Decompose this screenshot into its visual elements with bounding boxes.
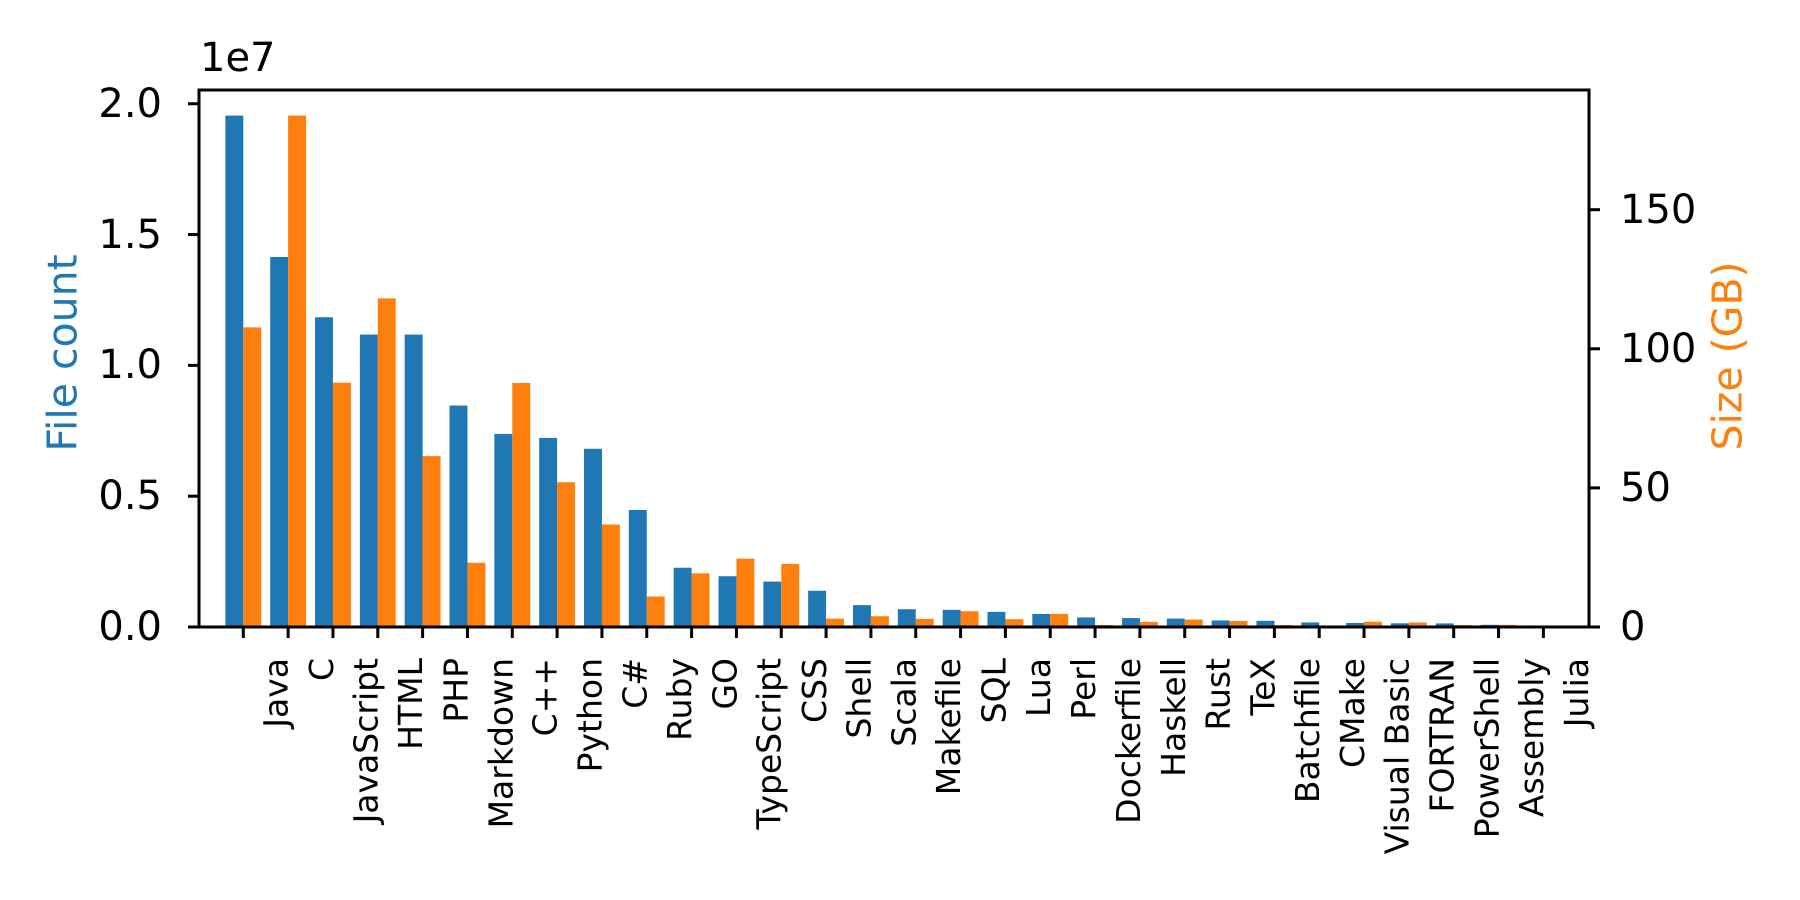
file-count-bar — [718, 576, 737, 627]
right-axis-title: Size (GB) — [1703, 261, 1752, 451]
size-bar — [870, 616, 889, 627]
file-count-bar — [270, 256, 289, 627]
x-axis-tick-label: Haskell — [1153, 658, 1193, 777]
file-count-bar — [315, 317, 333, 627]
file-count-bar — [628, 509, 647, 627]
size-bar — [781, 563, 800, 627]
x-axis-tick-label: PowerShell — [1467, 658, 1507, 839]
size-bar — [915, 618, 934, 627]
right-axis-tick-label: 100 — [1620, 325, 1697, 372]
file-count-bar — [852, 605, 871, 627]
x-axis-tick-label: C# — [615, 658, 655, 709]
x-axis-tick-label: JavaScript — [346, 658, 386, 824]
x-axis-tick-label: TypeScript — [749, 658, 789, 830]
x-axis-tick-label: FORTRAN — [1422, 658, 1462, 813]
size-bar — [691, 573, 710, 627]
right-axis-tick-label: 150 — [1620, 186, 1697, 233]
size-bar — [1005, 619, 1024, 627]
size-bar — [601, 524, 620, 627]
file-count-bar — [404, 334, 423, 627]
file-count-bar — [584, 448, 602, 627]
x-axis-tick-label: C++ — [525, 658, 565, 737]
x-axis-tick-label: Lua — [1018, 658, 1058, 717]
size-bar — [826, 618, 845, 627]
file-count-bar — [1121, 618, 1140, 627]
file-count-bar — [1256, 620, 1275, 627]
x-axis-tick-label: Ruby — [660, 658, 700, 741]
size-bar — [288, 115, 307, 628]
x-axis-tick-label: Scala — [884, 658, 924, 747]
x-axis-tick-label: Python — [570, 658, 610, 773]
file-count-bar — [987, 611, 1006, 627]
x-axis-tick-label: HTML — [391, 658, 431, 750]
left-axis-tick-label: 0.0 — [98, 604, 162, 650]
size-bar — [1229, 621, 1248, 627]
file-count-bar — [494, 433, 513, 627]
size-bar — [377, 298, 396, 627]
x-axis-tick-label: Assembly — [1512, 658, 1552, 818]
x-axis-tick-label: Java — [256, 658, 296, 728]
x-axis-tick-label: Makefile — [929, 658, 969, 796]
right-axis-tick-label: 0 — [1620, 604, 1646, 650]
size-bar — [1139, 621, 1158, 627]
size-bar — [960, 611, 979, 627]
file-count-bar — [1166, 618, 1185, 627]
file-count-bar — [897, 609, 916, 627]
left-axis-tick-label: 1.5 — [98, 211, 162, 258]
size-bar — [557, 482, 576, 627]
size-bar — [332, 382, 351, 627]
file-count-bar — [808, 590, 827, 627]
x-axis-tick-label: SQL — [974, 658, 1014, 724]
x-axis-tick-label: CMake — [1332, 658, 1372, 768]
x-axis-tick-label: Markdown — [480, 658, 520, 829]
x-axis-tick-label: PHP — [436, 658, 476, 723]
size-bar — [512, 382, 531, 627]
left-axis-tick-label: 1.0 — [98, 342, 162, 389]
file-count-bar — [449, 405, 468, 627]
x-axis-tick-label: Shell — [839, 658, 879, 739]
size-bar — [736, 558, 755, 627]
file-count-bar — [1211, 620, 1230, 627]
x-axis-tick-label: Batchfile — [1287, 658, 1327, 804]
file-count-bar — [673, 567, 692, 627]
x-axis-tick-label: Julia — [1556, 658, 1596, 728]
file-count-bar — [1301, 622, 1320, 627]
size-bar — [243, 327, 262, 627]
x-axis-tick-label: TeX — [1243, 658, 1283, 716]
x-axis-tick-label: CSS — [794, 658, 834, 723]
file-count-bar — [359, 334, 378, 627]
axis-offset-text: 1e7 — [200, 35, 276, 81]
file-count-bar — [1435, 623, 1454, 627]
x-axis-tick-label: Dockerfile — [1108, 658, 1148, 824]
size-bar — [1184, 619, 1203, 627]
file-count-bar — [1346, 622, 1365, 627]
file-count-bar — [1032, 613, 1051, 627]
file-count-bar — [942, 609, 961, 627]
right-axis-tick-label: 50 — [1620, 464, 1671, 511]
x-axis-tick-label: Rust — [1198, 658, 1238, 731]
size-bar — [1364, 621, 1382, 627]
file-count-bar — [225, 115, 244, 627]
size-bar — [646, 596, 665, 627]
x-axis-tick-label: GO — [705, 658, 745, 710]
size-bar — [467, 562, 486, 627]
left-axis-tick-label: 2.0 — [98, 80, 162, 127]
size-bar — [1408, 622, 1427, 627]
left-axis-tick-label: 0.5 — [98, 473, 162, 520]
file-count-bar — [539, 437, 558, 627]
file-count-bar — [763, 581, 782, 627]
plot-border — [197, 88, 1591, 629]
file-count-bar — [1390, 623, 1409, 627]
x-axis-tick-label: Perl — [1063, 658, 1103, 720]
file-count-bar — [1077, 617, 1096, 627]
x-axis-tick-label: C — [301, 658, 341, 682]
size-bar — [1050, 613, 1069, 627]
size-bar — [422, 456, 441, 627]
x-axis-tick-label: Visual Basic — [1377, 658, 1417, 855]
